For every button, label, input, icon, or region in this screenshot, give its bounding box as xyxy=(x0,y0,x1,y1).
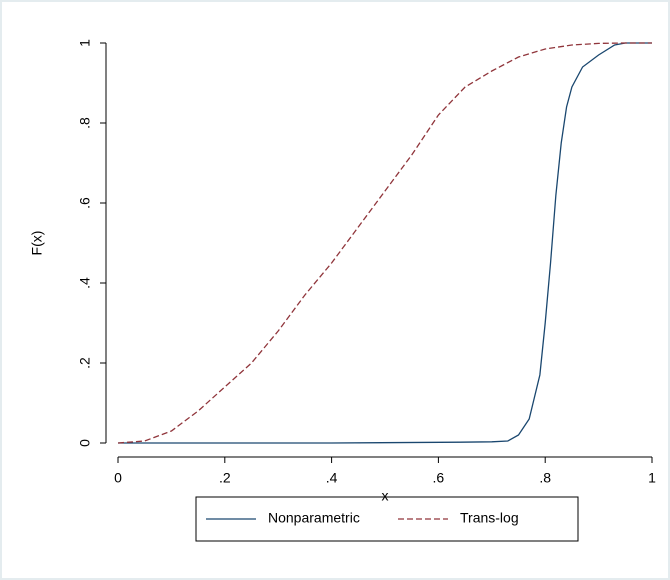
x-tick-label: 1 xyxy=(648,470,656,486)
legend-label: Trans-log xyxy=(460,510,519,526)
x-tick-label: .2 xyxy=(219,470,231,486)
x-tick-label: .8 xyxy=(539,470,551,486)
y-tick-label: .8 xyxy=(77,117,93,129)
x-axis-label: x xyxy=(382,488,389,504)
y-tick-label: .6 xyxy=(77,197,93,209)
legend-label: Nonparametric xyxy=(268,510,360,526)
line-series xyxy=(118,42,652,444)
x-tick-label: 0 xyxy=(114,470,122,486)
y-tick-label: .4 xyxy=(77,277,93,289)
x-tick-label: .6 xyxy=(433,470,445,486)
line-series xyxy=(117,42,652,444)
y-tick-label: 1 xyxy=(77,39,93,47)
y-tick-label: 0 xyxy=(77,439,93,447)
y-axis-label: F(x) xyxy=(29,231,45,256)
legend-box xyxy=(195,496,579,542)
x-tick-label: .4 xyxy=(326,470,338,486)
y-tick-label: .2 xyxy=(77,357,93,369)
